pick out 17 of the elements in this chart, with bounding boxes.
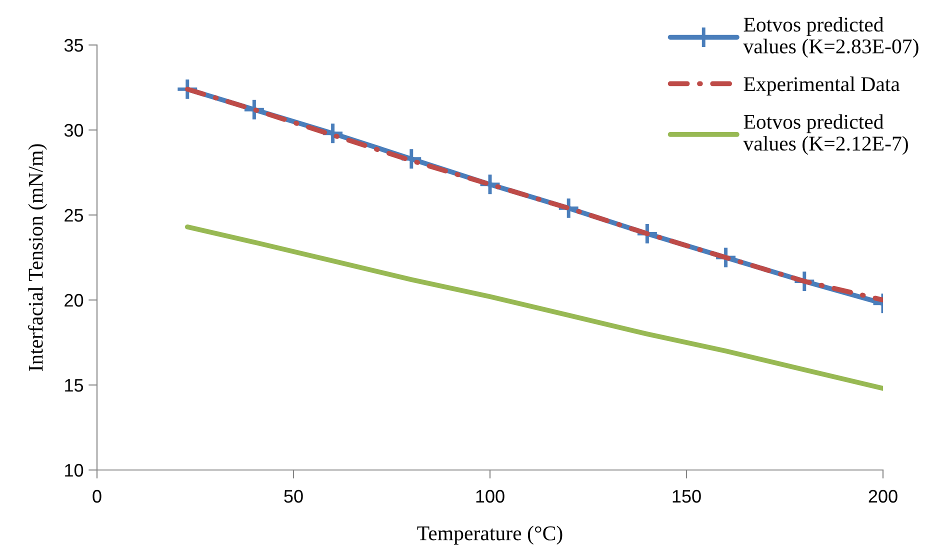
x-tick-label: 150	[672, 490, 701, 503]
y-tick-label: 30	[64, 124, 84, 137]
y-tick-label: 35	[64, 38, 84, 52]
y-tick-label: 25	[64, 208, 84, 222]
x-tick-label: 200	[868, 490, 898, 503]
legend-label: Eotvos predicted values (K=2.83E-07)	[743, 17, 918, 58]
x-tick-label: 50	[284, 490, 303, 503]
x-tick-label: 100	[476, 490, 504, 503]
legend-label: Experimental Data	[744, 76, 900, 96]
y-tick-label: 10	[65, 464, 84, 477]
x-axis-title: Temperature (°C)	[417, 526, 562, 545]
line-series	[184, 224, 883, 391]
y-tick-label: 20	[64, 294, 84, 307]
x-tick-label: 0	[92, 490, 102, 503]
y-axis-title: Interfacial Tension (mN/m)	[28, 144, 48, 371]
legend-label: Eotvos predicted values (K=2.12E-7)	[743, 114, 908, 155]
y-tick-label: 15	[65, 379, 84, 392]
